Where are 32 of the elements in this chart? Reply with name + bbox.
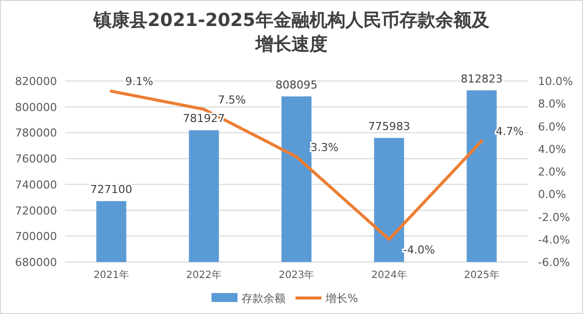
y-tick-label: 740000 bbox=[15, 178, 57, 192]
y-tick-label: 820000 bbox=[15, 75, 57, 88]
y2-tick-label: 6.0% bbox=[538, 120, 566, 134]
y2-tick-label: 2.0% bbox=[538, 166, 566, 178]
y2-tick-label: -4.0% bbox=[538, 233, 570, 246]
y-tick-label: 780000 bbox=[15, 126, 57, 140]
x-tick-label: 2025年 bbox=[464, 269, 500, 281]
data-label: 775983 bbox=[368, 120, 410, 133]
data-label: 808095 bbox=[276, 78, 318, 92]
x-tick-label: 2022年 bbox=[186, 269, 222, 281]
y2-tick-label: 10.0% bbox=[538, 75, 573, 88]
legend-label: 存款余额 bbox=[242, 292, 286, 305]
chart-title: 镇康县2021-2025年金融机构人民币存款余额及增长速度 bbox=[92, 10, 490, 55]
data-label: 7.5% bbox=[218, 93, 246, 106]
legend-label: 增长% bbox=[324, 292, 358, 305]
y-tick-label: 720000 bbox=[15, 204, 57, 218]
y-tick-label: 680000 bbox=[15, 256, 57, 269]
data-label: 781927 bbox=[182, 112, 225, 126]
x-tick-label: 2021年 bbox=[94, 269, 130, 281]
y2-tick-label: 8.0% bbox=[538, 98, 566, 111]
y2-tick-label: 0.0% bbox=[538, 188, 566, 202]
y-tick-label: 700000 bbox=[15, 230, 57, 244]
y-tick-label: 760000 bbox=[15, 152, 57, 166]
data-label: 812823 bbox=[460, 72, 503, 86]
x-tick-label: 2024年 bbox=[371, 269, 407, 281]
y-tick-label: 800000 bbox=[15, 100, 57, 114]
x-tick-label: 2023年 bbox=[278, 269, 314, 281]
y2-tick-label: -6.0% bbox=[538, 256, 570, 269]
y2-tick-label: 4.0% bbox=[538, 142, 566, 156]
data-label: 727100 bbox=[90, 183, 132, 196]
y2-tick-label: -2.0% bbox=[538, 210, 570, 224]
data-label: 9.1% bbox=[125, 75, 154, 88]
